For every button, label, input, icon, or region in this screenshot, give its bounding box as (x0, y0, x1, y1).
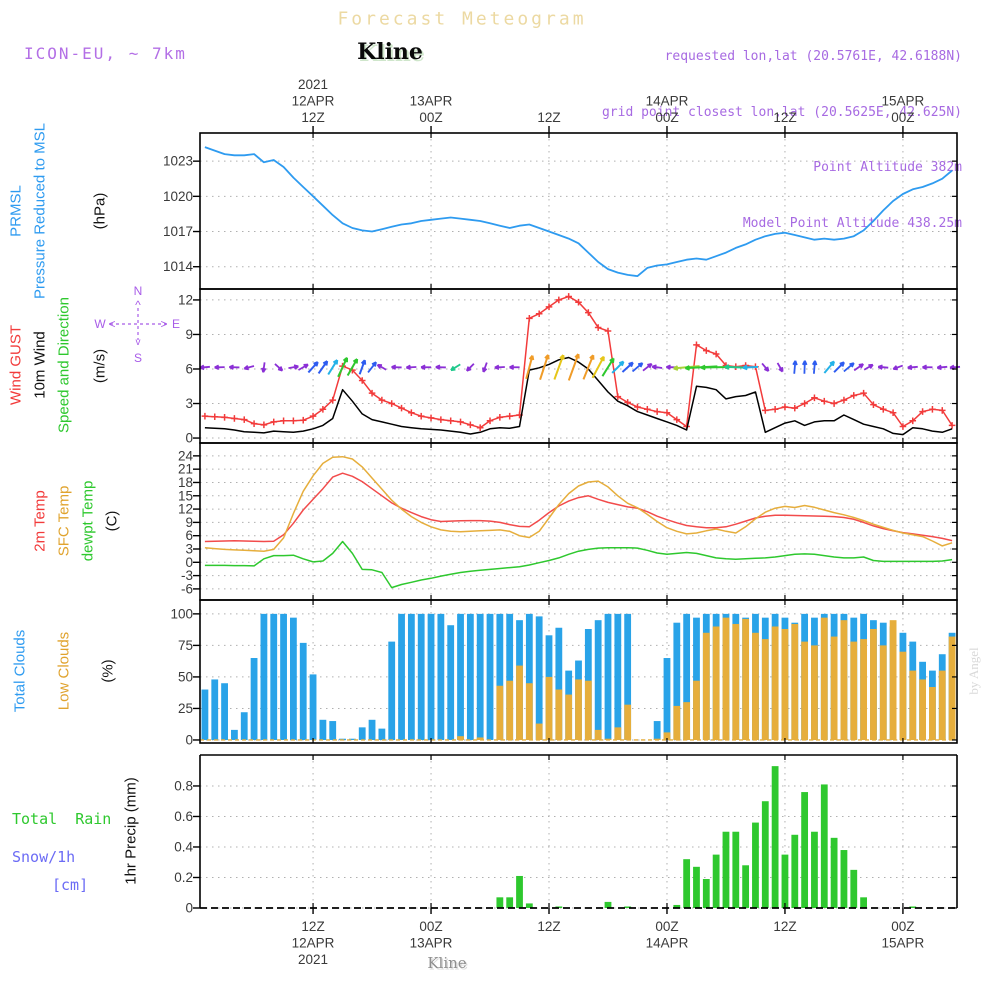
precip-panel: 0.8 0.6 0.4 0.2 0 (174, 754, 958, 916)
svg-text:12Z: 12Z (537, 919, 560, 934)
svg-text:12Z: 12Z (537, 110, 560, 125)
svg-text:00Z: 00Z (419, 919, 442, 934)
time-axis: 202112APR12Z12Z12APR202113APR00Z00Z13APR… (292, 77, 925, 967)
page-title: Forecast Meteogram (337, 8, 587, 30)
svg-text:12Z: 12Z (301, 919, 324, 934)
svg-text:14APR: 14APR (646, 936, 689, 951)
svg-text:1020: 1020 (163, 189, 193, 204)
svg-text:15APR: 15APR (882, 94, 925, 109)
svg-text:15APR: 15APR (882, 936, 925, 951)
svg-text:0.4: 0.4 (174, 839, 193, 854)
svg-text:00Z: 00Z (655, 919, 678, 934)
svg-text:3: 3 (185, 541, 193, 556)
requested-coords: requested lon,lat (20.5761E, 42.6188N) (664, 49, 962, 64)
svg-text:<: < (108, 317, 115, 331)
svg-text:13APR: 13APR (410, 936, 453, 951)
svg-text:18: 18 (178, 475, 193, 490)
snow-label: Snow/1h (12, 848, 76, 866)
svg-text:6: 6 (185, 361, 193, 376)
svg-text:100: 100 (170, 606, 193, 621)
total-rain-label: Total Rain (12, 810, 112, 828)
1hr-precip-bars (496, 766, 917, 908)
svg-text:13APR: 13APR (410, 94, 453, 109)
svg-text:00Z: 00Z (655, 110, 678, 125)
svg-text:0.6: 0.6 (174, 809, 193, 824)
svg-text:0: 0 (185, 555, 193, 570)
model-point-altitude: Model Point Altitude 438.25m (742, 215, 962, 231)
svg-text:9: 9 (185, 515, 193, 530)
svg-text:50: 50 (178, 669, 193, 684)
svg-text:E: E (172, 317, 180, 331)
svg-text:0.2: 0.2 (174, 870, 193, 885)
model-label: ICON-EU, ~ 7km (24, 44, 187, 63)
svg-text:15: 15 (178, 488, 193, 503)
svg-text:2021: 2021 (298, 952, 328, 967)
svg-text:12: 12 (178, 502, 193, 517)
svg-text:-6: -6 (181, 581, 193, 596)
svg-text:^: ^ (135, 298, 141, 312)
svg-text:12Z: 12Z (773, 919, 796, 934)
svg-text:1014: 1014 (163, 259, 194, 274)
svg-text:6: 6 (185, 528, 193, 543)
svg-text:W: W (94, 317, 106, 331)
gust-plus-markers (201, 293, 956, 431)
svg-text:1023: 1023 (163, 154, 193, 169)
low-clouds-bars (457, 617, 956, 740)
dewpt-temp-line (204, 540, 953, 589)
2m-temp-line (204, 472, 953, 543)
svg-text:12APR: 12APR (292, 94, 335, 109)
10m-wind-line (204, 356, 953, 436)
svg-text:>: > (160, 317, 167, 331)
request-info-block: requested lon,lat (20.5761E, 42.6188N) g… (602, 11, 962, 270)
svg-text:2021: 2021 (298, 77, 328, 92)
svg-text:12: 12 (178, 292, 193, 307)
svg-text:0.8: 0.8 (174, 778, 193, 793)
svg-text:S: S (134, 351, 142, 365)
grid-point-coords: grid point closest lon,lat (20.5625E, 42… (601, 104, 962, 120)
svg-text:24: 24 (178, 448, 194, 463)
svg-text:00Z: 00Z (891, 110, 914, 125)
svg-text:9: 9 (185, 327, 193, 342)
wind-direction-arrows (199, 353, 961, 381)
svg-text:1017: 1017 (163, 224, 193, 239)
station-title: Kline (357, 39, 423, 65)
svg-text:21: 21 (178, 462, 193, 477)
svg-text:0: 0 (185, 901, 193, 916)
svg-text:12APR: 12APR (292, 936, 335, 951)
svg-text:00Z: 00Z (891, 919, 914, 934)
svg-text:3: 3 (185, 396, 193, 411)
svg-text:75: 75 (178, 638, 193, 653)
svg-text:-3: -3 (181, 568, 193, 583)
snow-unit-label: [cm] (52, 876, 89, 894)
svg-text:0: 0 (185, 431, 193, 446)
svg-text:12Z: 12Z (773, 110, 796, 125)
svg-text:25: 25 (178, 701, 193, 716)
svg-text:N: N (134, 284, 143, 298)
clouds-panel: 100 75 50 25 0 (170, 599, 958, 747)
compass-rose: N S W E ^ v < > (94, 284, 180, 365)
svg-text:0: 0 (185, 732, 193, 747)
pressure-panel: 1023 1020 1017 1014 (163, 132, 958, 290)
wind-panel: 12 9 6 3 0 (178, 288, 961, 446)
point-altitude: Point Altitude 382m (813, 160, 962, 175)
svg-text:14APR: 14APR (646, 94, 689, 109)
svg-text:v: v (136, 337, 141, 348)
svg-text:00Z: 00Z (419, 110, 442, 125)
sfc-temp-line (204, 455, 953, 552)
prmsl-line (204, 146, 953, 278)
svg-text:12Z: 12Z (301, 110, 324, 125)
footer-station-name: Kline (427, 954, 467, 972)
